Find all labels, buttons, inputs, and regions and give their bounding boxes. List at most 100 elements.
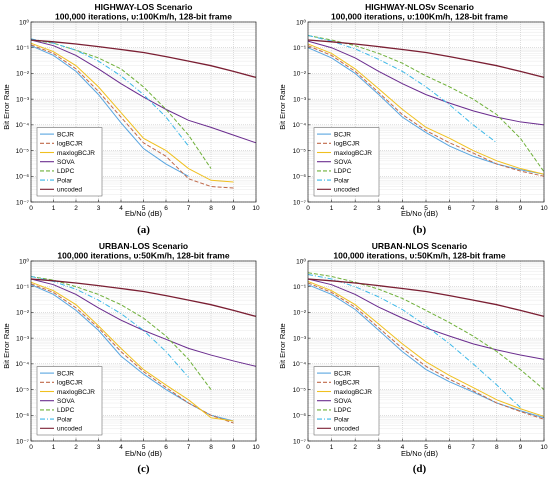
legend-label: maxlogBCJR: [57, 389, 95, 396]
x-tick-label: 7: [187, 205, 191, 212]
y-tick-label: 10⁻¹: [16, 284, 30, 291]
y-tick-label: 10⁻²: [293, 310, 307, 317]
legend-label: SOVA: [334, 159, 352, 166]
x-tick-label: 3: [377, 444, 381, 451]
x-tick-label: 8: [495, 205, 499, 212]
series-line-logbcjr: [307, 45, 545, 177]
y-tick-label: 10⁻⁴: [16, 122, 30, 129]
x-tick-label: 4: [119, 205, 123, 212]
series-line-logbcjr: [307, 282, 545, 420]
series-line-maxlogbcjr: [307, 43, 545, 175]
series-line-bcjr: [307, 284, 545, 419]
panel-b: HIGHWAY-NLOSv Scenario 100,000 iteration…: [278, 2, 508, 236]
x-axis-label: Eb/No (dB): [125, 449, 163, 458]
series-line-polar: [30, 275, 189, 378]
legend-label: BCJR: [57, 370, 74, 377]
x-tick-label: 9: [232, 205, 236, 212]
x-tick-label: 2: [353, 444, 357, 451]
plot-area: 0 1 2 3 4 5 6 7 8 9 10 10⁰ 10⁻¹ 10⁻² 10⁻³ 10⁻⁴ 10⁻⁵ 10⁻⁶ 1…: [293, 257, 548, 451]
chart-subtitle: 100,000 iterations, υ:100Km/h, 128-bit f…: [331, 12, 508, 22]
series-line-uncoded: [30, 39, 257, 79]
legend-label: uncoded: [57, 187, 82, 194]
series-line-uncoded: [30, 278, 257, 318]
y-tick-label: 10⁻⁵: [16, 387, 30, 394]
x-tick-label: 1: [52, 205, 56, 212]
x-tick-label: 8: [209, 444, 213, 451]
legend: BCJR logBCJR maxlogBCJR SOVA LDPC Polar uncode…: [313, 366, 380, 436]
legend: BCJR logBCJR maxlogBCJR SOVA LDPC Polar uncode…: [36, 366, 103, 436]
x-tick-label: 0: [29, 444, 33, 451]
legend-label: LDPC: [57, 407, 75, 414]
chart-subtitle: 100,000 iterations, υ:100Km/h, 128-bit f…: [55, 12, 232, 22]
x-tick-label: 2: [74, 205, 78, 212]
y-tick-label: 10⁻⁶: [293, 413, 307, 420]
x-axis-label: Eb/No (dB): [125, 209, 163, 218]
x-tick-label: 6: [164, 205, 168, 212]
plot-area: 0 1 2 3 4 5 6 7 8 9 10 10⁰ 10⁻¹ 10⁻² 10⁻³ 10⁻⁴ 10⁻⁵ 10⁻⁶ 1…: [16, 18, 260, 212]
legend-label: uncoded: [57, 426, 82, 433]
x-tick-label: 10: [252, 444, 260, 451]
y-tick-label: 10⁻¹: [16, 45, 30, 52]
y-tick-label: 10⁻³: [16, 335, 30, 342]
series-line-uncoded: [307, 278, 545, 318]
legend-label: Polar: [334, 177, 350, 184]
y-tick-label: 10⁻²: [16, 71, 30, 78]
x-tick-label: 9: [232, 444, 236, 451]
series-line-maxlogbcjr: [307, 281, 545, 417]
chart-title: HIGHWAY-LOS Scenario: [95, 2, 193, 12]
x-tick-label: 8: [209, 205, 213, 212]
y-axis-label: Bit Error Rate: [2, 323, 11, 368]
y-tick-label: 10⁰: [19, 257, 29, 265]
x-tick-label: 6: [164, 444, 168, 451]
legend-label: SOVA: [334, 398, 352, 405]
x-tick-label: 7: [187, 444, 191, 451]
x-tick-label: 9: [519, 444, 523, 451]
y-tick-label: 10⁻⁴: [293, 361, 307, 368]
legend-label: uncoded: [334, 426, 359, 433]
x-axis-label: Eb/No (dB): [401, 209, 439, 218]
y-tick-label: 10⁻⁶: [293, 174, 307, 181]
series-line-maxlogbcjr: [30, 281, 234, 422]
y-tick-label: 10⁻⁴: [16, 361, 30, 368]
series-line-sova: [307, 40, 545, 126]
x-tick-label: 10: [540, 444, 548, 451]
y-tick-label: 10⁻⁶: [16, 413, 30, 420]
x-tick-label: 3: [97, 205, 101, 212]
y-tick-label: 10⁻²: [293, 71, 307, 78]
x-tick-label: 10: [252, 205, 260, 212]
legend-label: maxlogBCJR: [334, 389, 372, 396]
x-tick-label: 3: [97, 444, 101, 451]
y-tick-label: 10⁻⁶: [16, 174, 30, 181]
legend-label: LDPC: [57, 168, 75, 175]
legend-label: LDPC: [334, 407, 352, 414]
series-line-logbcjr: [30, 44, 234, 189]
x-tick-label: 0: [306, 444, 310, 451]
x-tick-label: 2: [353, 205, 357, 212]
x-tick-label: 10: [540, 205, 548, 212]
y-tick-label: 10⁻³: [16, 96, 30, 103]
x-tick-label: 4: [401, 205, 405, 212]
x-tick-label: 1: [330, 444, 334, 451]
x-tick-label: 8: [495, 444, 499, 451]
legend-label: logBCJR: [57, 141, 83, 148]
series-line-polar: [307, 34, 498, 144]
x-tick-label: 1: [52, 444, 56, 451]
y-tick-label: 10⁻⁷: [16, 438, 30, 445]
legend-label: maxlogBCJR: [57, 150, 95, 157]
y-tick-label: 10⁻³: [293, 96, 307, 103]
x-tick-label: 2: [74, 444, 78, 451]
legend: BCJR logBCJR maxlogBCJR SOVA LDPC Polar uncode…: [313, 127, 380, 197]
y-tick-label: 10⁻¹: [293, 284, 307, 291]
series-line-sova: [307, 278, 545, 360]
panel-label: (b): [413, 224, 427, 236]
chart-subtitle: 100,000 iterations, υ:50Km/h, 128-bit fr…: [333, 251, 505, 261]
legend-label: maxlogBCJR: [334, 150, 372, 157]
x-tick-label: 6: [448, 444, 452, 451]
x-tick-label: 7: [471, 444, 475, 451]
series-line-bcjr: [30, 45, 189, 177]
legend-label: logBCJR: [57, 380, 83, 387]
y-tick-label: 10⁻⁴: [293, 122, 307, 129]
chart-title: URBAN-LOS Scenario: [99, 241, 188, 251]
legend-label: BCJR: [334, 370, 351, 377]
x-tick-label: 7: [471, 205, 475, 212]
